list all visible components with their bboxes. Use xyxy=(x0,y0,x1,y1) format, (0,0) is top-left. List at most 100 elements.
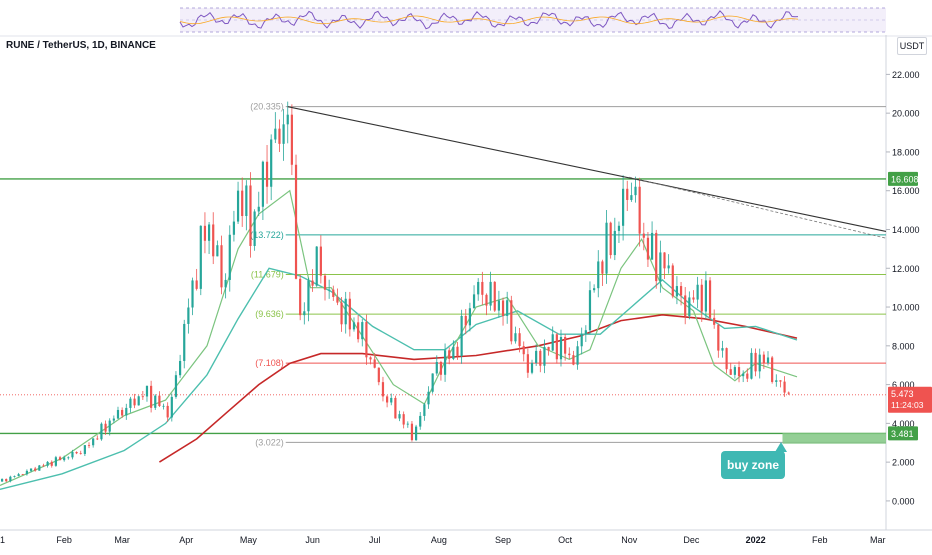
candle-body xyxy=(270,139,273,187)
candle-body xyxy=(435,362,438,374)
fib-level-label: (13.722) xyxy=(250,230,284,240)
candle-body xyxy=(431,373,434,392)
candle-body xyxy=(423,404,426,416)
candle-body xyxy=(332,289,335,297)
candle-body xyxy=(34,468,37,471)
candle-body xyxy=(766,357,770,363)
candle-body xyxy=(315,246,318,286)
moving-averages xyxy=(0,189,798,490)
candle-body xyxy=(510,300,513,342)
candle-body xyxy=(9,476,12,482)
candle-body xyxy=(133,398,136,406)
candle-body xyxy=(274,128,277,140)
candle-body xyxy=(290,114,293,165)
candle-body xyxy=(452,346,455,359)
candle-body xyxy=(721,348,724,351)
x-tick-label: May xyxy=(240,535,258,545)
candle-body xyxy=(294,164,298,279)
candle-body xyxy=(464,315,467,326)
candle-body xyxy=(551,334,554,351)
y-tick-label: 20.000 xyxy=(892,109,920,119)
candle-body xyxy=(25,470,29,475)
candle-body xyxy=(559,336,563,360)
candle-body xyxy=(83,445,86,454)
candle-body xyxy=(704,280,708,312)
candle-body xyxy=(129,398,132,408)
buy-zone-rect xyxy=(782,433,886,444)
candle-body xyxy=(195,280,198,289)
candle-body xyxy=(481,281,484,295)
fib-level-label: (7.108) xyxy=(255,358,284,368)
fib-level-label: (11.679) xyxy=(251,269,284,279)
candle-body xyxy=(626,188,629,200)
axes: 22.000 20.000 18.000 16.000 14.000 12.000 10.0… xyxy=(0,70,920,545)
candle-body xyxy=(733,367,736,375)
candle-body xyxy=(170,396,173,418)
candle-body xyxy=(58,457,62,461)
candle-body xyxy=(410,423,414,441)
level-lines: (20.335) (13.722) (11.679) (9.636) (7.108) (3… xyxy=(0,102,886,447)
candle-body xyxy=(506,300,509,316)
candle-body xyxy=(514,333,517,342)
candle-body xyxy=(692,297,695,300)
candle-body xyxy=(373,359,376,368)
current-price-tag xyxy=(888,386,932,413)
candle-body xyxy=(419,415,422,427)
candle-body xyxy=(655,232,658,282)
candle-body xyxy=(427,391,430,405)
candle-body xyxy=(394,397,397,419)
candle-body xyxy=(497,300,500,311)
candle-body xyxy=(116,409,120,419)
candle-body xyxy=(771,357,774,382)
candle-body xyxy=(460,315,463,357)
candle-body xyxy=(183,323,186,361)
candle-body xyxy=(154,395,157,408)
rsi-signal-line xyxy=(179,15,799,25)
candle-body xyxy=(21,474,24,475)
y-tick-label: 16.000 xyxy=(892,186,920,196)
candle-body xyxy=(0,479,4,482)
candle-body xyxy=(675,286,679,297)
candle-body xyxy=(63,457,66,461)
y-tick-label: 4.000 xyxy=(892,419,915,429)
buy-zone-callout: buy zone xyxy=(721,442,787,479)
candle-body xyxy=(13,476,16,477)
current-price-label: 5.473 xyxy=(891,389,914,399)
candle-body xyxy=(634,186,637,196)
candle-body xyxy=(564,336,567,354)
countdown-label: 11:24:03 xyxy=(891,400,924,410)
candle-body xyxy=(493,281,496,311)
candle-body xyxy=(145,385,149,397)
candle-body xyxy=(191,280,194,308)
candle-body xyxy=(212,224,215,257)
x-tick-label: Mar xyxy=(114,535,130,545)
x-tick-label: Jul xyxy=(369,535,381,545)
candle-body xyxy=(746,373,749,379)
candle-body xyxy=(178,360,182,376)
level-price-label: 16.608 xyxy=(891,174,919,184)
y-tick-label: 12.000 xyxy=(892,264,920,274)
candle-body xyxy=(162,405,165,407)
candle-body xyxy=(207,224,211,241)
candle-body xyxy=(775,380,778,382)
x-tick-label: Oct xyxy=(558,535,573,545)
candle-body xyxy=(323,275,327,290)
candle-body xyxy=(386,396,389,403)
candle-body xyxy=(729,369,732,375)
candle-body xyxy=(228,234,231,280)
candle-body xyxy=(17,474,20,477)
candle-body xyxy=(92,438,95,446)
candle-body xyxy=(406,423,409,425)
y-tick-label: 10.000 xyxy=(892,303,920,313)
candle-body xyxy=(642,233,645,238)
candle-body xyxy=(278,128,281,144)
candle-body xyxy=(638,186,641,234)
candle-body xyxy=(576,346,579,365)
candle-body xyxy=(357,322,360,340)
candle-body xyxy=(282,124,285,144)
currency-unit-button[interactable]: USDT xyxy=(897,37,927,55)
candle-body xyxy=(100,423,103,440)
y-tick-label: 22.000 xyxy=(892,70,920,80)
candle-body xyxy=(518,333,521,347)
